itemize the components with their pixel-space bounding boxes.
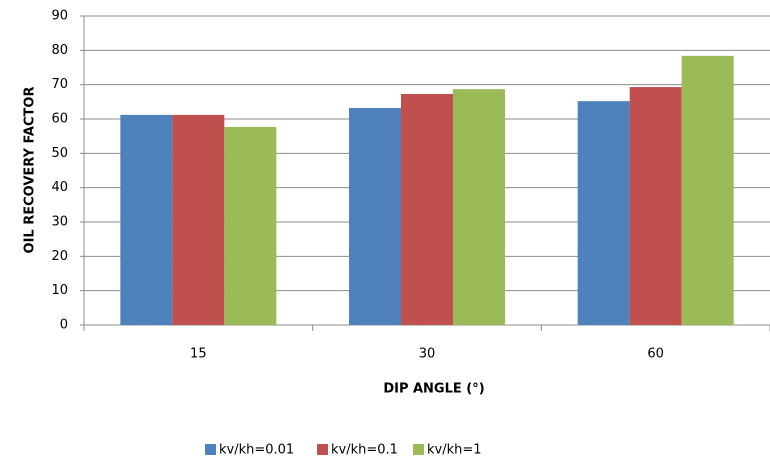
x-tick-label: 15	[190, 347, 207, 362]
x-axis-label: DIP ANGLE (°)	[383, 382, 484, 397]
legend-swatch	[317, 444, 328, 455]
bar	[172, 114, 225, 325]
y-tick-label: 80	[51, 43, 68, 58]
legend-swatch	[413, 444, 424, 455]
bar	[681, 55, 734, 326]
x-tick-label: 60	[647, 347, 664, 362]
bar	[349, 108, 401, 325]
y-axis-label: OIL RECOVERY FACTOR	[23, 87, 38, 254]
legend-label: kv/kh=0.01	[219, 443, 294, 458]
x-tick-label: 30	[419, 347, 436, 362]
y-tick-label: 50	[51, 146, 68, 161]
y-tick-label: 30	[51, 215, 68, 230]
y-tick-label: 0	[60, 318, 68, 333]
y-tick-label: 40	[51, 180, 68, 195]
y-tick-label: 60	[51, 112, 68, 127]
y-tick-label: 10	[51, 283, 68, 298]
y-tick-label: 20	[51, 249, 68, 264]
y-tick-label: 90	[51, 9, 68, 24]
bar	[629, 87, 682, 325]
bar	[577, 101, 630, 325]
y-tick-label: 70	[51, 77, 68, 92]
bar	[401, 93, 453, 325]
bar	[453, 89, 505, 325]
legend-label: kv/kh=0.1	[331, 443, 398, 458]
bar	[224, 126, 277, 325]
legend-swatch	[205, 444, 216, 455]
bar	[120, 114, 173, 325]
legend-label: kv/kh=1	[427, 443, 482, 458]
